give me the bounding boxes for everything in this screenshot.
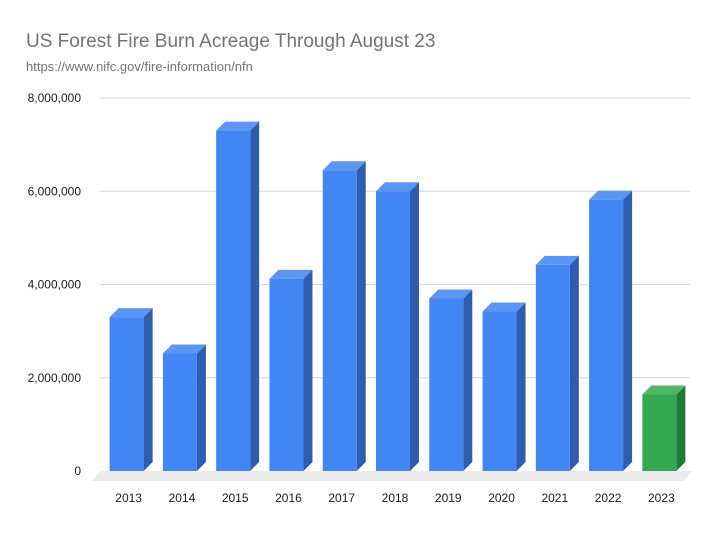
- x-tick-label: 2017: [328, 491, 355, 505]
- x-tick-label: 2023: [648, 491, 675, 505]
- bar-top: [269, 269, 313, 279]
- bar-top: [216, 121, 260, 131]
- bar-front: [269, 278, 304, 471]
- bar-top: [376, 182, 419, 192]
- bar-front: [429, 298, 464, 471]
- bar-front: [376, 191, 410, 471]
- bar-2016: [269, 269, 313, 471]
- bar-side: [143, 308, 153, 471]
- x-axis-tick-labels: 2013 2014 2015 2016 2017 2018 2019 2020 2021 2022…: [115, 491, 675, 505]
- bar-top: [642, 385, 686, 395]
- x-tick-label: 2018: [382, 491, 409, 505]
- bar-top: [109, 308, 153, 318]
- bar-2018: [376, 182, 419, 471]
- y-tick-label: 6,000,000: [28, 184, 82, 198]
- bar-2022: [589, 190, 633, 471]
- bar-front: [535, 264, 570, 471]
- x-tick-label: 2015: [222, 491, 249, 505]
- bar-2023: [642, 385, 686, 471]
- floor-plane: [92, 471, 692, 481]
- bar-side: [463, 289, 473, 471]
- bar-front: [216, 130, 251, 471]
- bar-side: [303, 269, 313, 471]
- bars: [109, 121, 686, 472]
- bar-top: [162, 344, 206, 354]
- bar-side: [516, 302, 526, 471]
- bar-front: [642, 394, 677, 471]
- bar-2014: [162, 344, 206, 471]
- x-tick-label: 2014: [169, 491, 196, 505]
- bar-side: [410, 182, 419, 471]
- bar-top: [482, 302, 526, 312]
- x-tick-label: 2019: [435, 491, 462, 505]
- bar-top: [589, 190, 633, 200]
- y-axis-tick-labels: 0 2,000,000 4,000,000 6,000,000 8,000,000: [28, 91, 82, 478]
- y-tick-label: 2,000,000: [28, 371, 82, 385]
- bar-side: [250, 121, 260, 471]
- bar-front: [109, 317, 144, 471]
- chart-title: US Forest Fire Burn Acreage Through Augu…: [26, 31, 435, 52]
- bar-2019: [429, 289, 473, 471]
- bar-front: [322, 170, 357, 472]
- bar-side: [196, 344, 206, 471]
- bar-top: [429, 289, 473, 299]
- bar-top: [322, 161, 366, 171]
- bar-2021: [535, 255, 579, 471]
- bar-front: [589, 199, 624, 471]
- chart-subtitle: https://www.nifc.gov/fire-information/nf…: [26, 59, 253, 74]
- bar-2017: [322, 161, 366, 472]
- bar-front: [482, 311, 517, 471]
- x-tick-label: 2021: [541, 491, 568, 505]
- bar-2013: [109, 308, 153, 471]
- chart-floor: [92, 471, 692, 481]
- bar-side: [623, 190, 633, 471]
- bar-top: [535, 255, 579, 265]
- bar-side: [356, 161, 366, 472]
- y-tick-label: 4,000,000: [28, 278, 82, 292]
- y-tick-label: 8,000,000: [28, 91, 82, 105]
- bar-side: [569, 255, 579, 471]
- bar-2015: [216, 121, 260, 471]
- y-tick-label: 0: [74, 464, 81, 478]
- bar-2020: [482, 302, 526, 471]
- x-tick-label: 2020: [488, 491, 515, 505]
- bar-side: [676, 385, 686, 471]
- x-tick-label: 2016: [275, 491, 302, 505]
- bar-front: [162, 353, 197, 471]
- x-tick-label: 2013: [115, 491, 142, 505]
- x-tick-label: 2022: [595, 491, 622, 505]
